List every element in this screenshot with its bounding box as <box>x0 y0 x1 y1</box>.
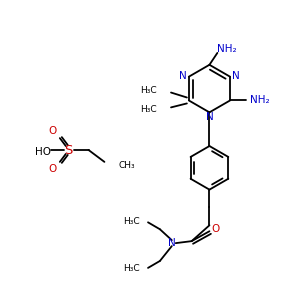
Text: N: N <box>168 238 176 248</box>
Text: O: O <box>49 126 57 136</box>
Text: CH₃: CH₃ <box>118 161 135 170</box>
Text: H₃C: H₃C <box>124 264 140 273</box>
Text: HO: HO <box>35 147 51 157</box>
Text: H₃C: H₃C <box>124 217 140 226</box>
Text: O: O <box>49 164 57 174</box>
Text: O: O <box>211 224 220 234</box>
Text: H₃C: H₃C <box>140 105 157 114</box>
Text: N: N <box>179 71 187 81</box>
Text: NH₂: NH₂ <box>250 95 270 106</box>
Text: N: N <box>206 112 213 122</box>
Text: S: S <box>64 143 73 157</box>
Text: NH₂: NH₂ <box>218 44 237 54</box>
Text: H₃C: H₃C <box>140 86 157 95</box>
Text: N: N <box>232 71 240 81</box>
